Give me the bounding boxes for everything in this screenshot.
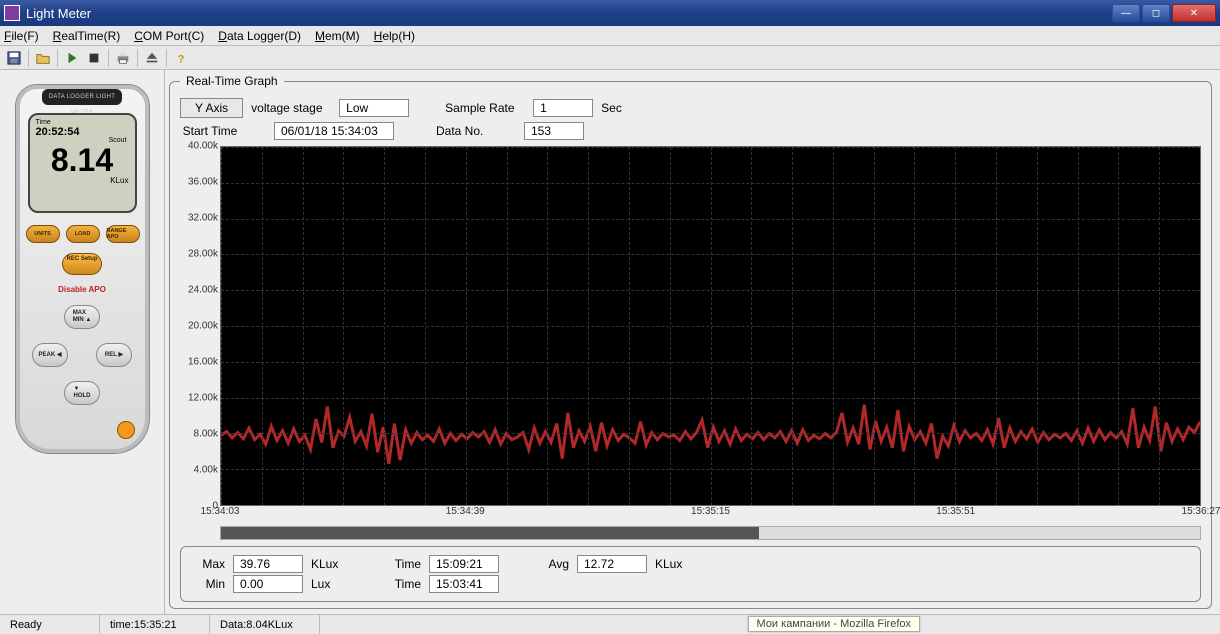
- time2-label: Time: [387, 577, 421, 591]
- status-bar: Ready time:15:35:21 Data:8.04KLux: [0, 614, 1220, 634]
- avg-unit: KLux: [655, 557, 695, 571]
- device-disable-apo: Disable APO: [16, 285, 149, 294]
- window-titlebar: Light Meter — ◻ ✕: [0, 0, 1220, 26]
- start-value: 06/01/18 15:34:03: [274, 122, 394, 140]
- device-top-label: DATA LOGGER LIGHT METER: [42, 89, 122, 105]
- save-icon[interactable]: [4, 48, 24, 68]
- close-button[interactable]: ✕: [1172, 4, 1216, 22]
- datano-label: Data No.: [436, 124, 516, 138]
- min-value: 0.00: [233, 575, 303, 593]
- lcd-time-label: Time: [36, 119, 129, 126]
- chart-scrollbar[interactable]: [220, 526, 1201, 540]
- chart-scroll-thumb[interactable]: [221, 527, 759, 539]
- eject-icon[interactable]: [142, 48, 162, 68]
- maximize-button[interactable]: ◻: [1142, 4, 1170, 22]
- start-label: Start Time: [180, 124, 240, 138]
- device-rel-button: REL ▶: [96, 343, 132, 367]
- menu-bar: File(F) RealTime(R) COM Port(C) Data Log…: [0, 26, 1220, 46]
- time1-value: 15:09:21: [429, 555, 499, 573]
- chart-plot: [220, 146, 1201, 506]
- taskbar-notification[interactable]: Мои кампании - Mozilla Firefox: [748, 616, 920, 632]
- sample-value: 1: [533, 99, 593, 117]
- menu-mem[interactable]: Mem(M): [315, 29, 360, 43]
- print-icon[interactable]: [113, 48, 133, 68]
- menu-help[interactable]: Help(H): [374, 29, 415, 43]
- svg-text:?: ?: [178, 53, 185, 65]
- open-icon[interactable]: [33, 48, 53, 68]
- stop-icon[interactable]: [84, 48, 104, 68]
- device-range-button: RANGE APO: [106, 225, 140, 243]
- menu-file[interactable]: File(F): [4, 29, 39, 43]
- realtime-fieldset: Real-Time Graph Y Axis voltage stage Low…: [169, 74, 1212, 609]
- min-label: Min: [191, 577, 225, 591]
- chart-y-axis: 40.00k36.00k32.00k28.00k24.00k20.00k16.0…: [180, 146, 220, 506]
- device-illustration: DATA LOGGER LIGHT METER Time 20:52:54 Sc…: [15, 84, 150, 454]
- lcd-scout: Scout: [109, 137, 127, 144]
- lcd-value: 8.14: [36, 144, 129, 176]
- min-unit: Lux: [311, 577, 351, 591]
- status-time: time:15:35:21: [100, 615, 210, 634]
- max-unit: KLux: [311, 557, 351, 571]
- minimize-button[interactable]: —: [1112, 4, 1140, 22]
- avg-value: 12.72: [577, 555, 647, 573]
- sample-unit: Sec: [601, 101, 622, 115]
- device-rec-button: REC Setup: [62, 253, 102, 275]
- time1-label: Time: [387, 557, 421, 571]
- menu-comport[interactable]: COM Port(C): [134, 29, 204, 43]
- toolbar: ?: [0, 46, 1220, 70]
- time2-value: 15:03:41: [429, 575, 499, 593]
- window-title: Light Meter: [26, 6, 1112, 21]
- device-load-button: LOAD: [66, 225, 100, 243]
- chart-x-axis: 15:34:0315:34:3915:35:1515:35:5115:36:27: [220, 506, 1201, 522]
- device-hold-button: ▼HOLD: [64, 381, 100, 405]
- help-icon[interactable]: ?: [171, 48, 191, 68]
- play-icon[interactable]: [62, 48, 82, 68]
- realtime-legend: Real-Time Graph: [180, 74, 284, 88]
- device-panel: DATA LOGGER LIGHT METER Time 20:52:54 Sc…: [0, 70, 165, 614]
- status-ready: Ready: [0, 615, 100, 634]
- voltage-value: Low: [339, 99, 409, 117]
- voltage-label: voltage stage: [251, 101, 331, 115]
- app-icon: [4, 5, 20, 21]
- device-power-button: [117, 421, 135, 439]
- stats-fieldset: Max 39.76 KLux Time 15:09:21 Avg 12.72 K…: [180, 546, 1201, 602]
- status-data: Data:8.04KLux: [210, 615, 320, 634]
- device-maxmin-button: MAXMIN ▲: [64, 305, 100, 329]
- device-units-button: UNITS: [26, 225, 60, 243]
- sample-label: Sample Rate: [445, 101, 525, 115]
- menu-realtime[interactable]: RealTime(R): [53, 29, 121, 43]
- device-lcd: Time 20:52:54 Scout 8.14 KLux: [28, 113, 137, 213]
- yaxis-button[interactable]: Y Axis: [180, 98, 243, 118]
- max-label: Max: [191, 557, 225, 571]
- device-peak-button: PEAK ◀: [32, 343, 68, 367]
- max-value: 39.76: [233, 555, 303, 573]
- avg-label: Avg: [535, 557, 569, 571]
- menu-datalogger[interactable]: Data Logger(D): [218, 29, 301, 43]
- datano-value: 153: [524, 122, 584, 140]
